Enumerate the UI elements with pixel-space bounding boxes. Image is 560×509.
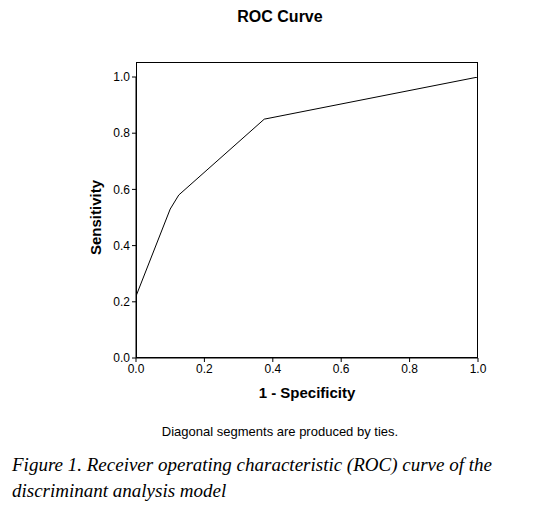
svg-text:1.0: 1.0 bbox=[113, 70, 130, 84]
svg-text:Sensitivity: Sensitivity bbox=[87, 179, 104, 255]
svg-text:0.6: 0.6 bbox=[113, 183, 130, 197]
svg-text:0.0: 0.0 bbox=[128, 362, 145, 376]
svg-text:1.0: 1.0 bbox=[470, 362, 487, 376]
svg-text:0.2: 0.2 bbox=[113, 295, 130, 309]
svg-text:0.6: 0.6 bbox=[333, 362, 350, 376]
html-text:Figure 1. Receiver operating c: Figure 1. Receiver operating characteris… bbox=[12, 454, 492, 501]
svg-text:0.8: 0.8 bbox=[113, 126, 130, 140]
html-text:ROC Curve: ROC Curve bbox=[237, 8, 323, 25]
svg-text:0.4: 0.4 bbox=[113, 239, 130, 253]
svg-text:0.0: 0.0 bbox=[113, 351, 130, 365]
html-text:Diagonal segments are produced: Diagonal segments are produced by ties. bbox=[161, 424, 399, 439]
svg-text:1 - Specificity: 1 - Specificity bbox=[259, 384, 356, 401]
svg-text:0.2: 0.2 bbox=[196, 362, 213, 376]
svg-text:0.8: 0.8 bbox=[401, 362, 418, 376]
svg-text:0.4: 0.4 bbox=[264, 362, 281, 376]
